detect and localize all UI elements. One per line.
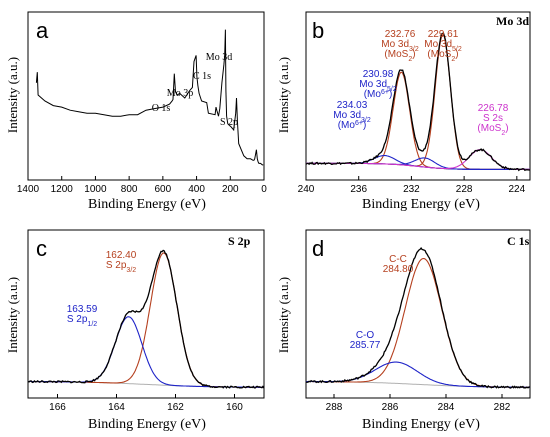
panel-b-title: Mo 3d bbox=[496, 14, 529, 28]
panel-a-tick-label: 1200 bbox=[51, 184, 74, 195]
panel-c-envelope bbox=[27, 249, 265, 389]
panel-b-xlabel: Binding Energy (eV) bbox=[362, 197, 480, 212]
panel-b-peak-label: Mo 3d3/2 bbox=[381, 39, 419, 53]
panel-d-tick-label: 282 bbox=[494, 402, 511, 413]
panel-d-label: d bbox=[312, 236, 324, 261]
panel-a-spectrum bbox=[35, 29, 264, 166]
panel-b-tick-label: 240 bbox=[298, 184, 315, 195]
panel-b-peak-label: (MoS2) bbox=[384, 49, 415, 63]
panel-b-peak-label: Mo 3d5/2 bbox=[359, 79, 397, 93]
panel-a-peak-annotation: Mo 3d bbox=[206, 52, 232, 63]
panel-c-tick-label: 166 bbox=[49, 402, 66, 413]
panel-d-ylabel: Intensity (a.u.) bbox=[276, 277, 291, 353]
panel-b-tick-label: 228 bbox=[456, 184, 473, 195]
panel-b-peak-label: (Mo6+) bbox=[338, 120, 367, 132]
panel-b-ylabel: Intensity (a.u.) bbox=[276, 57, 291, 133]
panel-d-component bbox=[306, 257, 530, 388]
panel-b: b Mo 3d Intensity (a.u.) 240 236 232 228 224… bbox=[276, 11, 531, 212]
panel-a-tick-label: 0 bbox=[261, 184, 267, 195]
panel-a-tick-label: 600 bbox=[155, 184, 172, 195]
panel-c-frame bbox=[27, 229, 265, 399]
panel-c-peak-label: 163.59 bbox=[67, 304, 98, 315]
panel-a: a Intensity (a.u.) 1400 1200 1000 800 600 400… bbox=[5, 11, 267, 212]
panel-d-peak-label: C-C bbox=[389, 254, 407, 265]
panel-d-component bbox=[306, 361, 530, 388]
panel-b-envelope bbox=[305, 32, 531, 172]
panel-a-tick-label: 200 bbox=[222, 184, 239, 195]
panel-b-tick-label: 224 bbox=[508, 184, 525, 195]
panel-b-peak-label: (Mo6+) bbox=[364, 89, 393, 101]
panel-d-frame bbox=[305, 229, 531, 399]
panel-b-peak-label: S 2s bbox=[483, 113, 503, 124]
panel-c: c S 2p Intensity (a.u.) 166 164 162 160 162.… bbox=[5, 229, 265, 432]
panel-d-tick-label: 288 bbox=[326, 402, 343, 413]
panel-c-peak-label: S 2p3/2 bbox=[106, 260, 136, 274]
panel-b-tick-label: 232 bbox=[403, 184, 420, 195]
panel-d-envelope bbox=[305, 247, 530, 389]
panel-b-peak-label: Mo 3d3/2 bbox=[333, 110, 371, 124]
panel-c-title: S 2p bbox=[228, 234, 251, 248]
panel-a-tick-label: 1000 bbox=[84, 184, 107, 195]
panel-b-peak-label: 226.78 bbox=[478, 103, 509, 114]
panel-c-peak-label: 162.40 bbox=[106, 250, 137, 261]
panel-a-frame bbox=[27, 11, 265, 181]
panel-b-frame bbox=[305, 11, 531, 181]
panel-c-component bbox=[28, 252, 264, 388]
panel-b-peak-label: 229.61 bbox=[428, 29, 459, 40]
panel-c-tick-label: 162 bbox=[167, 402, 184, 413]
panel-c-plot: 166 164 162 160 162.40S 2p3/2 163.59S 2p1/2 bbox=[27, 229, 265, 413]
panel-d-xlabel: Binding Energy (eV) bbox=[362, 417, 480, 432]
panel-d-title: C 1s bbox=[507, 234, 530, 248]
panel-b-peak-label: 232.76 bbox=[385, 29, 416, 40]
panel-a-peak-annotation: S 2p bbox=[220, 117, 238, 128]
panel-d: d C 1s Intensity (a.u.) 288 286 284 282C-C2… bbox=[276, 229, 531, 432]
panel-b-peak-label: Mo 3d5/2 bbox=[424, 39, 462, 53]
panel-c-ylabel: Intensity (a.u.) bbox=[5, 277, 20, 353]
panel-a-xlabel: Binding Energy (eV) bbox=[88, 197, 206, 212]
panel-c-background bbox=[28, 381, 264, 388]
panel-b-tick-label: 236 bbox=[350, 184, 367, 195]
panel-a-peak-annotation: Mo 3p bbox=[167, 88, 193, 99]
panel-a-label: a bbox=[36, 18, 49, 43]
panel-d-peak-label: C-O bbox=[356, 330, 375, 341]
panel-c-peak-label: S 2p1/2 bbox=[67, 314, 97, 328]
panel-a-ylabel: Intensity (a.u.) bbox=[5, 57, 20, 133]
panel-b-peak-label: (MoS2) bbox=[477, 123, 508, 137]
panel-a-peak-annotation: O 1s bbox=[152, 103, 171, 114]
panel-d-peak-label: 285.77 bbox=[350, 340, 381, 351]
panel-b-peak-label: 230.98 bbox=[363, 69, 394, 80]
panel-c-tick-label: 160 bbox=[226, 402, 243, 413]
panel-c-xlabel: Binding Energy (eV) bbox=[88, 417, 206, 432]
panel-d-tick-label: 284 bbox=[438, 402, 455, 413]
panel-d-peak-label: 284.80 bbox=[383, 264, 414, 275]
panel-d-tick-label: 286 bbox=[382, 402, 399, 413]
panel-c-tick-label: 164 bbox=[108, 402, 125, 413]
panel-a-tick-label: 1400 bbox=[17, 184, 40, 195]
panel-a-tick-label: 400 bbox=[188, 184, 205, 195]
panel-b-peak-label: (MoS2) bbox=[427, 49, 458, 63]
panel-a-peak-annotation: C 1s bbox=[193, 71, 211, 82]
panel-c-label: c bbox=[36, 236, 47, 261]
panel-b-peak-label: 234.03 bbox=[337, 100, 368, 111]
panel-b-label: b bbox=[312, 18, 324, 43]
panel-a-tick-label: 800 bbox=[121, 184, 138, 195]
